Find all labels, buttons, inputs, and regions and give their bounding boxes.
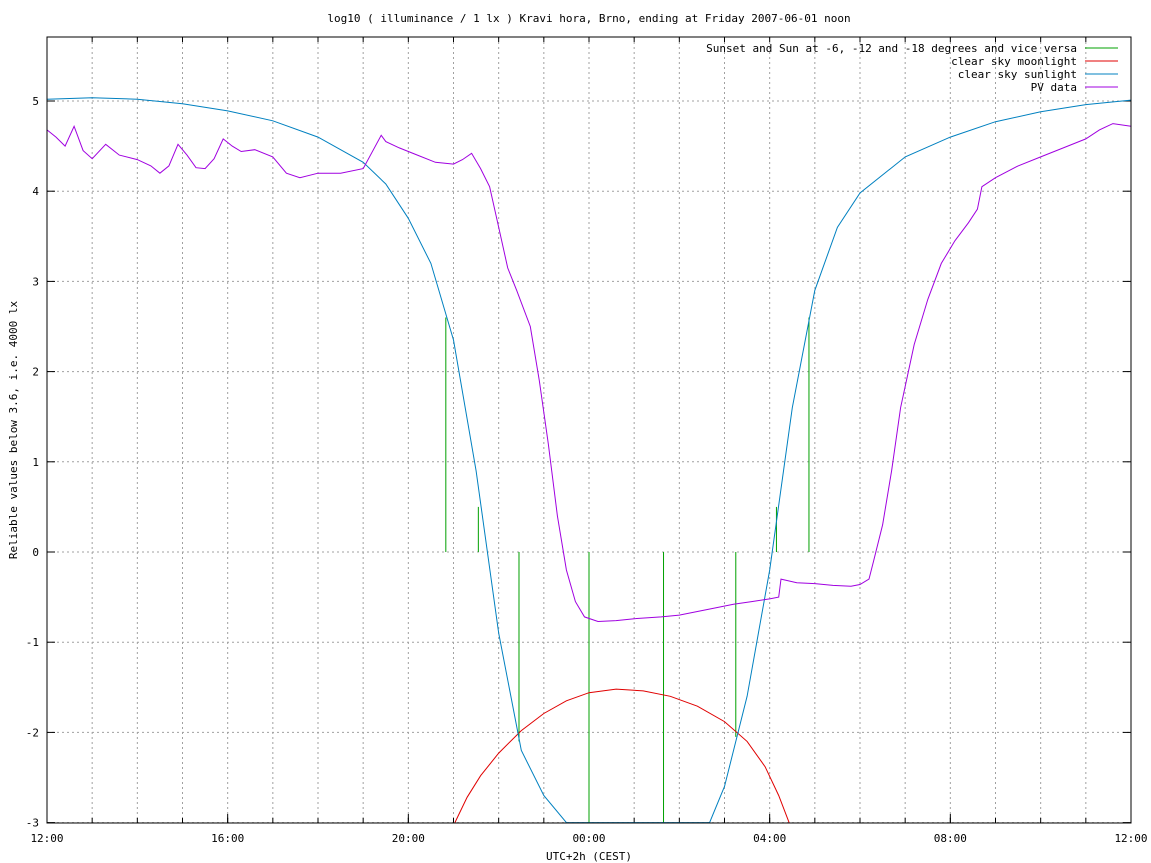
x-axis-label: UTC+2h (CEST) <box>546 850 632 863</box>
series-0 <box>445 317 810 823</box>
x-tick-label: 08:00 <box>934 832 967 845</box>
y-tick-label: 1 <box>32 456 39 469</box>
x-tick-label: 04:00 <box>753 832 786 845</box>
y-tick-label: -3 <box>26 817 39 830</box>
legend-label: Sunset and Sun at -6, -12 and -18 degree… <box>706 42 1077 55</box>
y-tick-label: 4 <box>32 185 39 198</box>
y-tick-label: 2 <box>32 366 39 379</box>
y-tick-label: 0 <box>32 546 39 559</box>
y-tick-label: 3 <box>32 275 39 288</box>
x-tick-label: 16:00 <box>211 832 244 845</box>
y-axis-label: Reliable values below 3.6, i.e. 4000 lx <box>7 300 20 559</box>
series-2 <box>47 97 1131 823</box>
plot-frame <box>46 36 1132 824</box>
series-3 <box>47 123 1131 623</box>
legend-label: PV data <box>1031 81 1077 94</box>
y-tick-label: -2 <box>26 726 39 739</box>
chart-title: log10 ( illuminance / 1 lx ) Kravi hora,… <box>327 12 850 25</box>
x-tick-label: 20:00 <box>392 832 425 845</box>
x-tick-label: 00:00 <box>572 832 605 845</box>
series-line <box>454 688 790 823</box>
x-tick-label: 12:00 <box>30 832 63 845</box>
y-tick-label: -1 <box>26 636 39 649</box>
tick-labels: -3 -2 -1 0 1 2 3 4 5 12:00 16:00 20:00 00:00 04:00 08:… <box>26 95 1148 845</box>
y-tick-label: 5 <box>32 95 39 108</box>
series-1 <box>454 688 790 823</box>
x-tick-label: 12:00 <box>1114 832 1147 845</box>
legend-label: clear sky moonlight <box>951 55 1077 68</box>
series-line <box>47 97 1131 823</box>
axis-ticks <box>46 37 1132 824</box>
series-layer <box>47 97 1131 823</box>
legend-label: clear sky sunlight <box>958 68 1077 81</box>
legend: Sunset and Sun at -6, -12 and -18 degree… <box>706 42 1118 94</box>
series-line <box>47 123 1131 623</box>
